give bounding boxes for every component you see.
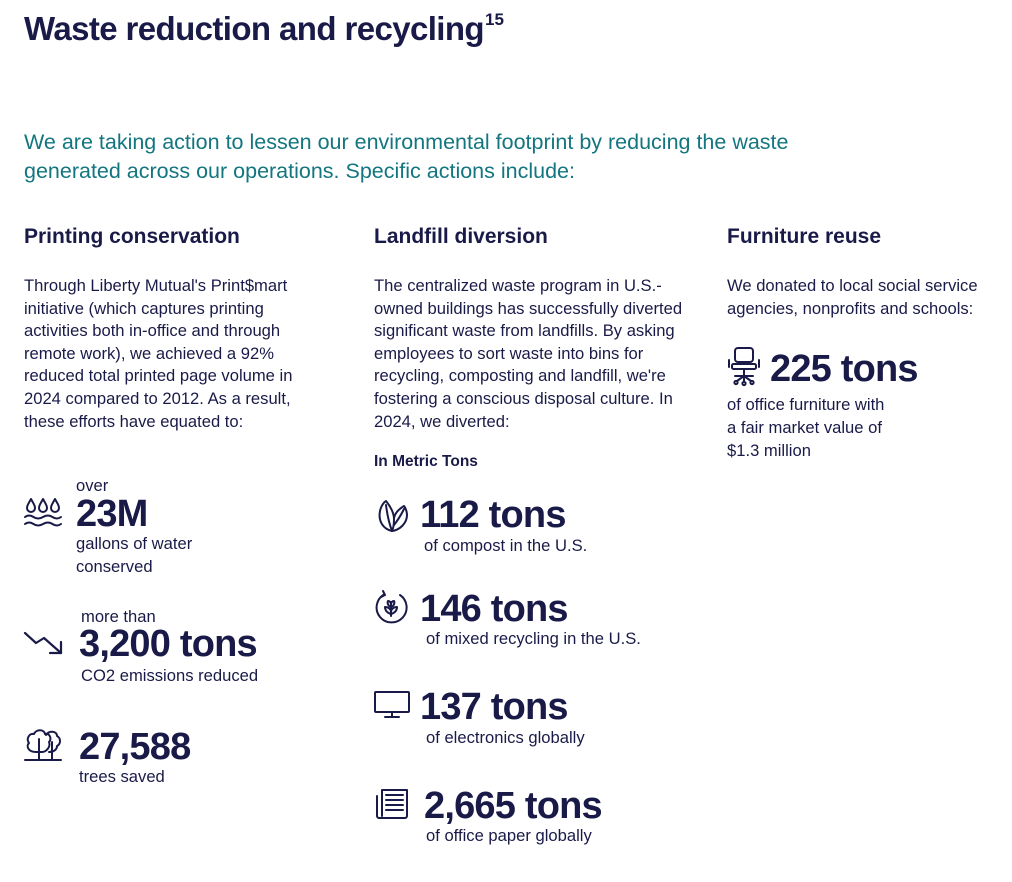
printing-body: Through Liberty Mutual's Print$mart init… bbox=[24, 276, 293, 431]
trend-down-icon bbox=[23, 630, 64, 656]
landfill-section: Landfill diversion The centralized waste… bbox=[374, 225, 694, 433]
recycling-value: 146 tons bbox=[420, 588, 569, 630]
printing-heading: Printing conservation bbox=[24, 225, 240, 248]
leaf-icon bbox=[374, 499, 410, 533]
trees-icon bbox=[24, 728, 62, 762]
footnote-marker: 15 bbox=[485, 10, 504, 29]
intro-text: We are taking action to lessen our envir… bbox=[24, 130, 789, 183]
printing-section: Printing conservation Through Liberty Mu… bbox=[24, 225, 324, 433]
co2-value: 3,200 tons bbox=[79, 623, 258, 665]
recycle-icon bbox=[374, 590, 408, 624]
furniture-value: 225 tons bbox=[770, 348, 919, 390]
page-title: Waste reduction and recycling15 bbox=[24, 10, 504, 48]
trees-value: 27,588 bbox=[79, 726, 191, 768]
electronics-value: 137 tons bbox=[420, 686, 569, 728]
water-desc-line-2: conserved bbox=[76, 557, 153, 576]
paper-value: 2,665 tons bbox=[424, 785, 603, 827]
paper-desc: of office paper globally bbox=[426, 826, 592, 845]
trees-desc: trees saved bbox=[79, 767, 165, 786]
landfill-body: The centralized waste program in U.S.- o… bbox=[374, 276, 683, 431]
document-icon bbox=[376, 789, 408, 819]
office-chair-icon bbox=[727, 347, 761, 387]
water-prefix: over bbox=[76, 476, 109, 495]
compost-value: 112 tons bbox=[420, 494, 566, 536]
electronics-desc: of electronics globally bbox=[426, 728, 585, 747]
furniture-section: Furniture reuse We donated to local soci… bbox=[727, 225, 1007, 320]
landfill-heading: Landfill diversion bbox=[374, 225, 548, 248]
furniture-heading: Furniture reuse bbox=[727, 225, 882, 248]
recycling-desc: of mixed recycling in the U.S. bbox=[426, 629, 641, 648]
furniture-body: We donated to local social service agenc… bbox=[727, 276, 978, 318]
co2-prefix: more than bbox=[81, 607, 156, 626]
units-label: In Metric Tons bbox=[374, 453, 478, 470]
furniture-desc-line-3: $1.3 million bbox=[727, 441, 811, 460]
water-icon bbox=[24, 497, 62, 529]
monitor-icon bbox=[374, 691, 410, 719]
water-desc-line-1: gallons of water bbox=[76, 534, 193, 553]
furniture-desc-line-2: a fair market value of bbox=[727, 418, 882, 437]
compost-desc: of compost in the U.S. bbox=[424, 536, 588, 555]
page-title-text: Waste reduction and recycling bbox=[24, 10, 485, 47]
furniture-desc-line-1: of office furniture with bbox=[727, 395, 885, 414]
water-value: 23M bbox=[76, 493, 148, 535]
co2-desc: CO2 emissions reduced bbox=[81, 666, 259, 685]
